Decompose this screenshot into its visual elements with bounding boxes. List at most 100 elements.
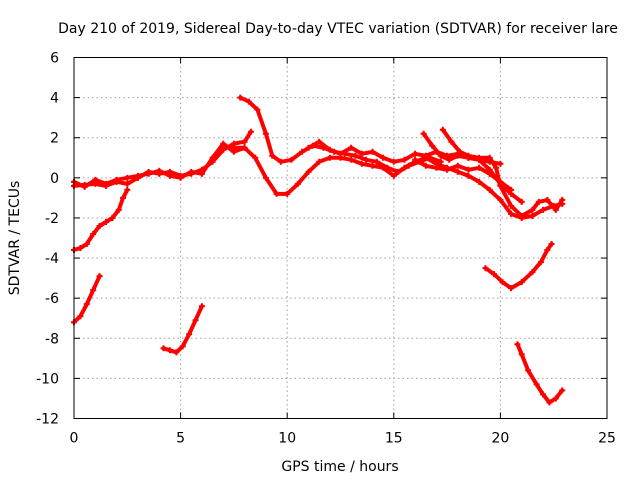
data-point	[559, 387, 566, 394]
data-point	[299, 148, 306, 155]
series-line	[72, 129, 253, 188]
y-tick-label: 6	[50, 51, 59, 67]
data-point	[518, 351, 525, 358]
data-point	[124, 180, 131, 187]
y-tick-label: 4	[50, 91, 59, 107]
data-point	[102, 180, 109, 187]
data-point	[499, 279, 506, 286]
data-point	[326, 154, 333, 161]
data-point	[559, 196, 566, 203]
data-point	[514, 341, 521, 348]
data-point	[456, 148, 463, 155]
data-point	[247, 128, 254, 135]
data-point	[533, 381, 540, 388]
data-point	[254, 106, 261, 113]
data-point	[269, 152, 276, 159]
data-point	[145, 170, 152, 177]
data-point	[241, 138, 248, 145]
series-line	[231, 145, 565, 220]
data-point	[518, 198, 525, 205]
data-point	[90, 287, 97, 294]
series-layer	[71, 94, 566, 406]
series-track-left-low	[71, 273, 103, 326]
grid	[74, 57, 607, 419]
data-point	[476, 164, 483, 171]
y-tick-label: -2	[45, 211, 59, 227]
data-point	[446, 156, 453, 163]
data-point	[412, 156, 419, 163]
data-point	[81, 183, 88, 190]
data-point	[273, 190, 280, 197]
series-track-baseline-2	[71, 140, 248, 190]
y-tick-label: -12	[36, 412, 59, 428]
series-track-mid	[305, 138, 504, 167]
data-point	[288, 156, 295, 163]
data-point	[198, 303, 205, 310]
data-point	[305, 168, 312, 175]
y-axis-label: SDTVAR / TECUs	[7, 181, 23, 296]
data-point	[401, 164, 408, 171]
data-point	[305, 144, 312, 151]
data-point	[277, 158, 284, 165]
data-point	[156, 167, 163, 174]
data-point	[115, 206, 122, 213]
data-point	[166, 172, 173, 179]
y-tick-label: -6	[45, 291, 59, 307]
data-point	[358, 150, 365, 157]
data-point	[529, 212, 536, 219]
x-tick-label: 5	[176, 431, 185, 447]
data-point	[160, 345, 167, 352]
data-point	[552, 395, 559, 402]
data-point	[262, 174, 269, 181]
data-point	[454, 152, 461, 159]
series-line	[72, 141, 247, 189]
data-point	[358, 160, 365, 167]
data-point	[429, 142, 436, 149]
data-point	[192, 317, 199, 324]
data-point	[544, 247, 551, 254]
data-point	[401, 156, 408, 163]
series-track-dip-5h	[160, 303, 205, 356]
data-point	[177, 174, 184, 181]
data-point	[529, 206, 536, 213]
data-point	[380, 164, 387, 171]
data-point	[486, 186, 493, 193]
data-point	[380, 154, 387, 161]
data-point	[537, 259, 544, 266]
data-point	[476, 178, 483, 185]
data-point	[412, 150, 419, 157]
data-point	[369, 148, 376, 155]
data-point	[444, 166, 451, 173]
data-point	[548, 241, 555, 248]
data-point	[422, 152, 429, 159]
x-tick-label: 15	[385, 431, 403, 447]
data-point	[486, 170, 493, 177]
data-point	[465, 166, 472, 173]
data-point	[262, 130, 269, 137]
plot-frame	[73, 57, 608, 419]
data-point	[454, 168, 461, 175]
data-point	[525, 367, 532, 374]
data-point	[465, 172, 472, 179]
data-point	[241, 144, 248, 151]
y-tick-label: -8	[45, 331, 59, 347]
series-line	[515, 342, 565, 405]
data-point	[252, 154, 259, 161]
series-track-low-arc	[230, 144, 566, 221]
data-point	[113, 176, 120, 183]
data-point	[465, 152, 472, 159]
data-point	[348, 144, 355, 151]
series-line	[72, 187, 130, 252]
data-point	[491, 271, 498, 278]
data-point	[77, 245, 84, 252]
x-tick-label: 0	[70, 431, 79, 447]
data-point	[294, 180, 301, 187]
data-point	[439, 126, 446, 133]
chart-title: Day 210 of 2019, Sidereal Day-to-day VTE…	[58, 21, 618, 37]
data-point	[497, 196, 504, 203]
data-point	[352, 152, 359, 159]
data-point	[179, 343, 186, 350]
data-point	[540, 391, 547, 398]
data-point	[433, 164, 440, 171]
